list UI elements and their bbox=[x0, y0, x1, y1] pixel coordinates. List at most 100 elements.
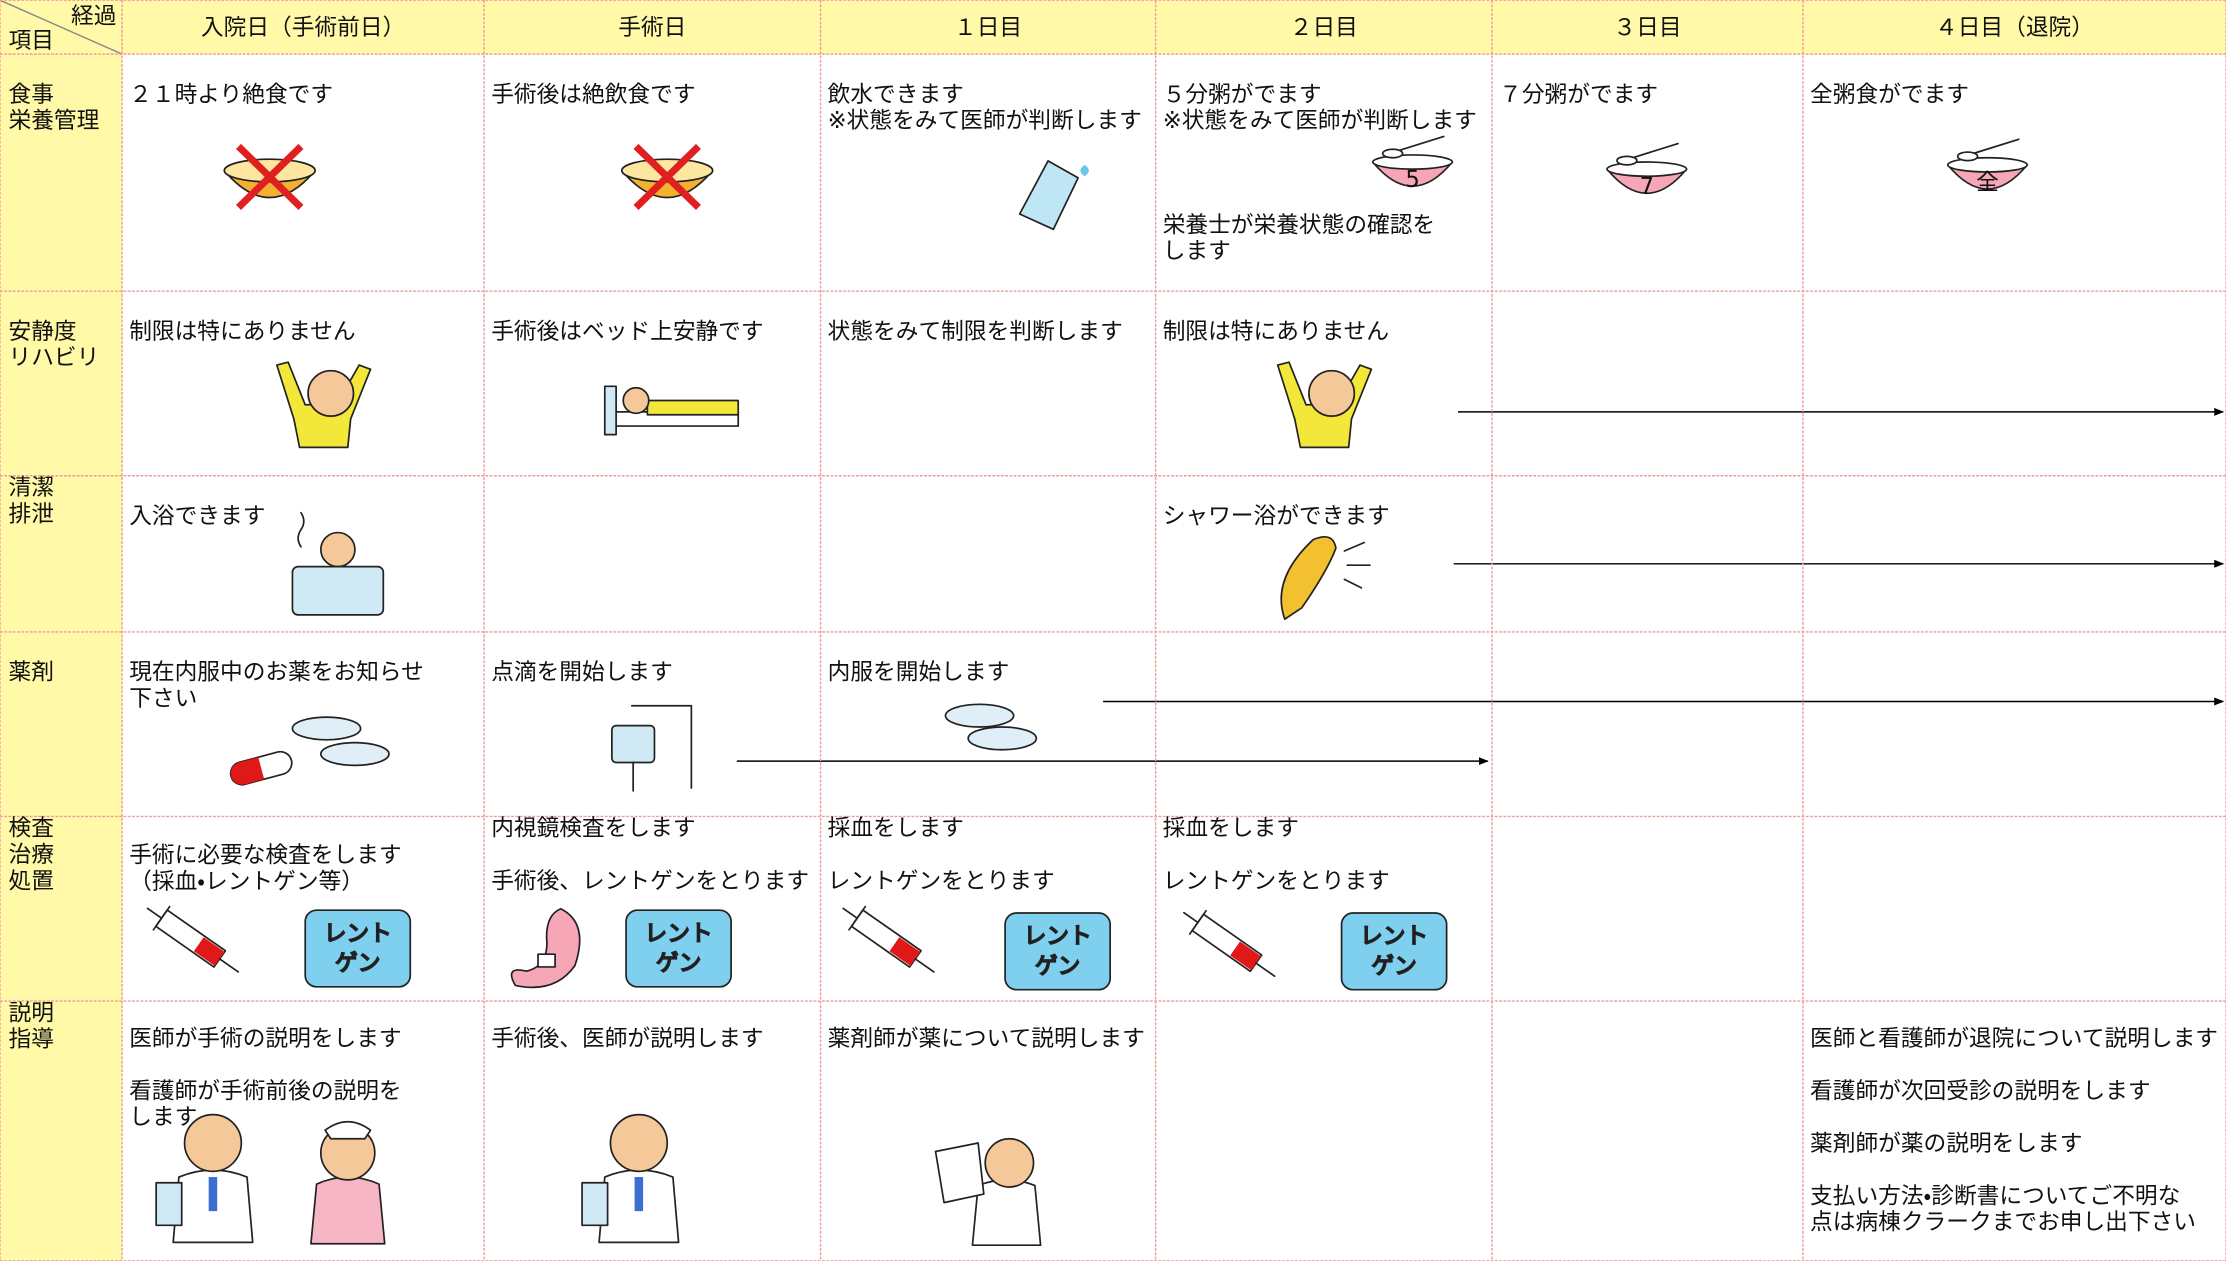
column-header: 入院日（手術前日） bbox=[201, 15, 405, 41]
doctor-icon bbox=[155, 1113, 254, 1244]
porridge-label: 7 bbox=[1640, 174, 1654, 200]
tub bbox=[291, 565, 385, 616]
cell-text: 支払い方法・診断書についてご不明な bbox=[1810, 1183, 2180, 1209]
cell-text: 医師が手術の説明をします bbox=[129, 1026, 401, 1052]
arrows bbox=[736, 407, 2225, 766]
column-header: 手術日 bbox=[618, 15, 686, 41]
camera bbox=[537, 953, 556, 968]
corner-top: 経過 bbox=[71, 4, 116, 30]
cell-text: 手術後、レントゲンをとります bbox=[491, 868, 809, 894]
cell-text: 手術に必要な検査をします bbox=[129, 843, 401, 869]
capsule-red bbox=[230, 757, 265, 785]
shower-head bbox=[1280, 535, 1337, 620]
row-label: 処置 bbox=[9, 868, 54, 894]
cross bbox=[236, 143, 304, 210]
syringe-icon bbox=[842, 905, 935, 973]
xray-label: ゲン bbox=[1371, 953, 1416, 979]
headboard bbox=[603, 385, 617, 436]
liquid bbox=[889, 937, 921, 966]
row-label: 食事 bbox=[9, 82, 54, 108]
head bbox=[609, 1113, 669, 1173]
xray-icon: レントゲン bbox=[625, 909, 732, 988]
pills-icon bbox=[229, 716, 390, 786]
row-label: 指導 bbox=[9, 1027, 54, 1053]
cross bbox=[633, 143, 701, 210]
meal-forbidden-icon bbox=[620, 143, 714, 210]
syringe-icon bbox=[146, 905, 240, 973]
label-column-bg bbox=[0, 54, 123, 1261]
xray-label: ゲン bbox=[1035, 953, 1080, 979]
cell-text: 状態をみて制限を判断します bbox=[828, 319, 1123, 345]
bed-icon bbox=[603, 385, 740, 436]
tablet bbox=[291, 716, 362, 741]
head bbox=[1308, 369, 1356, 417]
head bbox=[984, 1137, 1035, 1188]
cell-text: 栄養士が栄養状態の確認を bbox=[1163, 212, 1435, 238]
stomach bbox=[510, 907, 581, 989]
column-header: ４日目（退院） bbox=[1935, 15, 2094, 41]
syringe bbox=[842, 905, 935, 973]
xray-icon: レントゲン bbox=[1340, 912, 1448, 991]
tablets-icon bbox=[944, 703, 1038, 751]
cell-text: ※状態をみて医師が判断します bbox=[828, 108, 1142, 134]
cell-text: （採血・レントゲン等） bbox=[129, 869, 364, 895]
cell-text: します bbox=[1163, 239, 1231, 265]
drop bbox=[1080, 164, 1089, 177]
cell-text: 現在内服中のお薬をお知らせ bbox=[129, 660, 424, 686]
cap bbox=[324, 1120, 372, 1140]
uniform bbox=[310, 1176, 386, 1245]
xray-card bbox=[1340, 912, 1448, 991]
cell-text: 看護師が手術前後の説明を bbox=[129, 1078, 401, 1104]
xray-card bbox=[1004, 912, 1112, 991]
row-label: 薬剤 bbox=[9, 660, 54, 686]
liquid bbox=[193, 937, 225, 966]
syringe bbox=[146, 905, 240, 973]
cell-text: ※状態をみて医師が判断します bbox=[1163, 108, 1477, 134]
paper bbox=[934, 1142, 985, 1204]
head bbox=[183, 1113, 243, 1173]
column-header: １日目 bbox=[954, 15, 1022, 41]
steam bbox=[297, 511, 305, 548]
spoon-head bbox=[1381, 148, 1404, 159]
cell-text: 手術後は絶飲食です bbox=[491, 82, 695, 108]
xray-icon: レントゲン bbox=[1004, 912, 1112, 991]
syringe bbox=[1183, 909, 1276, 978]
nurse-icon bbox=[310, 1120, 386, 1245]
row-label: 説明 bbox=[9, 1000, 54, 1026]
cell-text: 飲水できます bbox=[828, 82, 964, 108]
cell-text: 点滴を開始します bbox=[491, 660, 673, 686]
cell-text: 下さい bbox=[129, 686, 197, 712]
cell-text: 採血をします bbox=[1163, 816, 1299, 842]
cell-text: します bbox=[129, 1105, 197, 1131]
xray-label: ゲン bbox=[335, 951, 380, 977]
shower-icon bbox=[1280, 535, 1371, 620]
head bbox=[319, 531, 356, 568]
row-label: 排泄 bbox=[9, 501, 54, 527]
stretch-icon bbox=[1276, 361, 1373, 449]
bag bbox=[611, 724, 656, 764]
needle bbox=[146, 905, 240, 973]
xray-icon: レントゲン bbox=[304, 909, 412, 988]
cell-text: 医師と看護師が退院について説明します bbox=[1810, 1026, 2218, 1052]
endoscope-icon bbox=[510, 907, 581, 989]
cell-text: 制限は特にありません bbox=[1163, 319, 1389, 345]
clipboard bbox=[581, 1181, 609, 1227]
cell-text: レントゲンをとります bbox=[828, 868, 1055, 894]
tie bbox=[208, 1177, 218, 1212]
row-label: リハビリ bbox=[9, 345, 100, 371]
cell-text: 手術後はベッド上安静です bbox=[491, 319, 763, 345]
clipboard bbox=[155, 1181, 183, 1227]
head bbox=[622, 386, 650, 415]
xray-label: レント bbox=[324, 921, 392, 947]
column-header: ３日目 bbox=[1613, 15, 1681, 41]
tablet bbox=[944, 703, 1015, 728]
cell-text: 入浴できます bbox=[129, 503, 265, 529]
cell-text: 制限は特にありません bbox=[129, 319, 355, 345]
cell-text: 看護師が次回受診の説明をします bbox=[1810, 1078, 2151, 1104]
spoon-head bbox=[1616, 155, 1638, 166]
cell-text: ２１時より絶食です bbox=[129, 82, 333, 108]
row-label: 治療 bbox=[9, 842, 54, 868]
